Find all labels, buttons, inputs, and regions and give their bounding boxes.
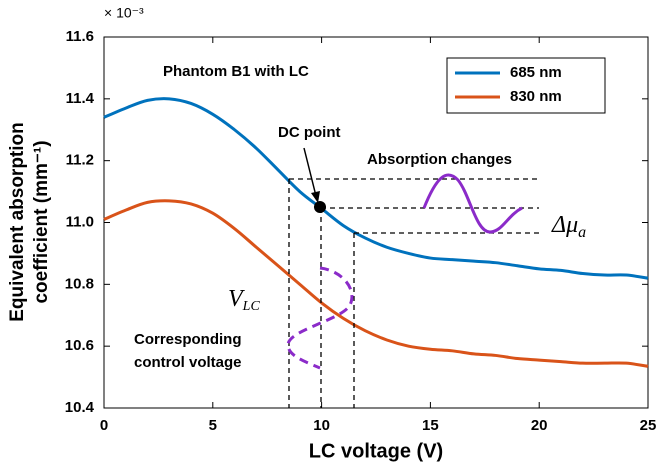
annotation: Phantom B1 with LC [163,63,309,80]
annotation: control voltage [134,354,242,371]
annotation-main: V [228,286,245,312]
legend-entries: 685 nm 830 nm [455,64,562,105]
x-tick-label: 15 [422,417,439,434]
annotation-sub: LC [242,299,261,314]
absorption-wave [422,173,523,234]
series-line [103,97,649,280]
y-tick-label: 10.6 [65,337,94,354]
x-tick-label: 10 [313,417,330,434]
annotation: VLC [228,286,260,315]
y-tick-label: 11.0 [66,213,94,230]
y-tick-label: 11.4 [66,90,95,107]
x-tick-label: 25 [640,417,657,434]
annotation: DC point [278,124,340,141]
x-tick-label: 20 [531,417,548,434]
series-line [103,199,649,368]
legend-label: 685 nm [510,64,562,81]
guide-lines [288,178,539,408]
legend [446,57,606,114]
annotation: Absorption changes [367,151,512,168]
y-tick-label: 11.6 [66,28,94,45]
y-tick-label: 11.2 [66,152,94,169]
y-tick-label: 10.8 [65,275,94,292]
arrow-line [303,147,317,197]
y-axis-label: coefficient (mm⁻¹) [31,140,52,303]
annotation: Corresponding [134,331,242,348]
arrow-head [311,191,320,203]
x-tick-label: 0 [100,417,108,434]
voltage-wave [286,266,354,370]
y-multiplier: × 10⁻³ [104,5,144,21]
annotation: Δμa [551,212,586,241]
x-axis-label: LC voltage (V) [309,440,443,462]
annotation-sub: a [578,224,586,241]
y-axis-label: Equivalent absorption [7,122,28,322]
x-tick-label: 5 [209,417,217,434]
plot-content [103,36,649,409]
legend-label: 830 nm [510,88,562,105]
annotation-main: Δμ [551,212,578,238]
y-tick-label: 10.4 [65,399,95,416]
dc-point [314,201,326,213]
